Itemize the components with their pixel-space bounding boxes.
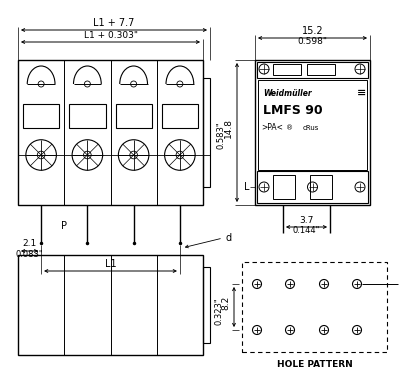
Text: 3.7: 3.7 — [299, 216, 314, 225]
Text: LMFS 90: LMFS 90 — [263, 103, 323, 117]
Bar — [273, 175, 295, 199]
Text: Weidmüller: Weidmüller — [263, 89, 312, 98]
Text: ®: ® — [286, 125, 294, 131]
Bar — [255, 60, 370, 205]
Text: L1 + 7.7: L1 + 7.7 — [93, 18, 135, 28]
Text: 15.2: 15.2 — [302, 26, 323, 36]
Text: L: L — [244, 182, 250, 192]
Bar — [258, 80, 367, 170]
Text: D: D — [399, 279, 400, 289]
Bar — [273, 64, 301, 75]
Text: P: P — [61, 221, 67, 231]
Text: >PA<: >PA< — [261, 124, 283, 133]
Text: 0.144": 0.144" — [293, 226, 320, 235]
Bar — [203, 267, 210, 343]
Text: 8.2: 8.2 — [221, 296, 230, 310]
Bar — [307, 64, 335, 75]
Text: L1: L1 — [105, 259, 116, 269]
Text: HOLE PATTERN: HOLE PATTERN — [277, 360, 352, 369]
Bar — [162, 104, 198, 128]
Bar — [116, 104, 152, 128]
Bar — [257, 62, 368, 78]
Text: L1 + 0.303": L1 + 0.303" — [84, 31, 138, 40]
Bar — [18, 255, 203, 355]
Bar — [203, 78, 210, 187]
Text: 0.323": 0.323" — [214, 297, 223, 325]
Text: 2.1: 2.1 — [22, 239, 37, 248]
Text: d: d — [225, 233, 231, 243]
Bar — [257, 171, 368, 203]
Text: ≡: ≡ — [357, 88, 367, 98]
Bar — [69, 104, 106, 128]
Text: 14.8: 14.8 — [224, 117, 233, 138]
Text: cRus: cRus — [303, 125, 319, 131]
Bar — [310, 175, 332, 199]
Text: 0.083": 0.083" — [16, 250, 43, 259]
Text: 0.598": 0.598" — [298, 37, 328, 46]
Text: 0.583": 0.583" — [217, 122, 226, 149]
Bar — [242, 262, 387, 352]
Bar — [23, 104, 59, 128]
Bar — [18, 60, 203, 205]
